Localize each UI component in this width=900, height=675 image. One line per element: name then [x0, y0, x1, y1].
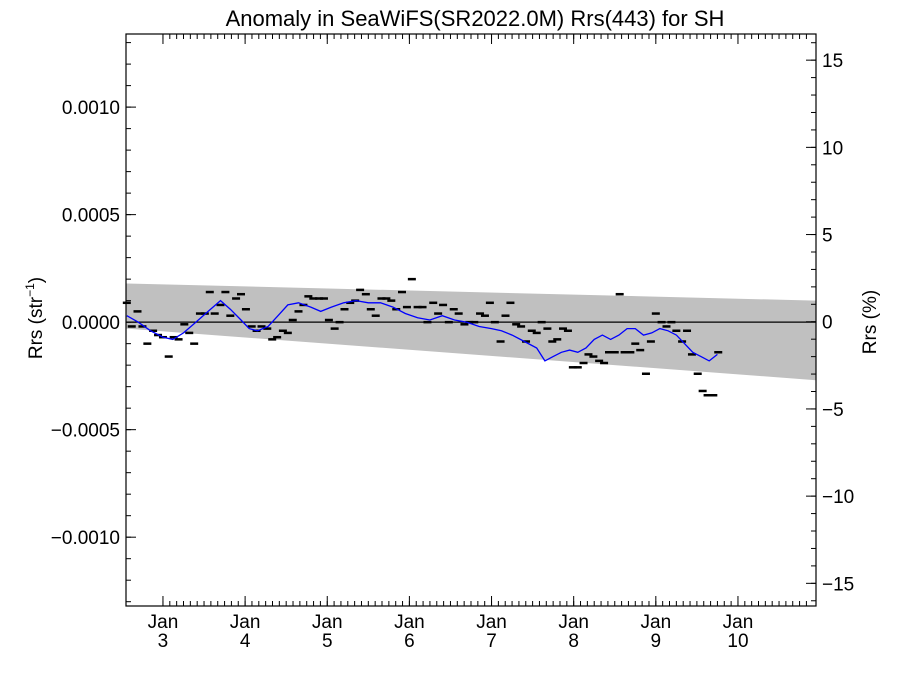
x-tick-label-month: Jan — [476, 612, 507, 633]
x-tick-label-month: Jan — [558, 612, 589, 633]
x-tick-label-year: 7 — [486, 631, 497, 652]
smoothed-line-layer — [126, 299, 718, 362]
x-tick-label-year: 3 — [158, 631, 169, 652]
y-right-tick-label: 0 — [822, 313, 833, 334]
x-tick-label-year: 9 — [651, 631, 662, 652]
y-right-tick-label: 10 — [822, 138, 843, 159]
x-tick-label-month: Jan — [723, 612, 754, 633]
y-right-tick-label: 5 — [822, 226, 833, 247]
y-left-tick-label: −0.0010 — [51, 528, 120, 549]
y-right-tick-label: −10 — [822, 487, 854, 508]
y-axis-left-title-close: ) — [26, 277, 47, 283]
y-axis-left-title-sup: −1 — [23, 283, 37, 297]
y-axis-right-title: Rrs (%) — [860, 290, 881, 354]
y-left-tick-label: −0.0005 — [51, 421, 120, 442]
x-tick-label-year: 5 — [322, 631, 333, 652]
confidence-band-layer — [126, 283, 816, 381]
x-tick-label-month: Jan — [641, 612, 672, 633]
x-tick-label-year: 6 — [404, 631, 415, 652]
x-tick-label-month: Jan — [312, 612, 343, 633]
y-left-tick-label: 0.0005 — [62, 206, 120, 227]
y-axis-left-title-main: Rrs (str — [26, 296, 47, 359]
ticks-layer — [126, 34, 816, 606]
y-left-tick-label: 0.0010 — [62, 98, 120, 119]
x-tick-label-month: Jan — [394, 612, 425, 633]
y-right-tick-label: −5 — [822, 400, 844, 421]
chart-title: Anomaly in SeaWiFS(SR2022.0M) Rrs(443) f… — [226, 6, 725, 31]
x-tick-label-year: 10 — [727, 631, 748, 652]
y-right-tick-label: 15 — [822, 51, 843, 72]
tick-labels-layer: Jan3Jan4Jan5Jan6Jan7Jan8Jan9Jan100.00100… — [51, 51, 854, 652]
y-axis-left-title: Rrs (str−1) — [23, 277, 47, 359]
monthly-points-layer — [122, 277, 723, 397]
y-right-tick-label: −15 — [822, 574, 854, 595]
y-left-tick-label: 0.0000 — [62, 313, 120, 334]
x-tick-label-month: Jan — [148, 612, 179, 633]
x-tick-label-year: 4 — [240, 631, 251, 652]
smoothed-series-line — [126, 299, 718, 362]
confidence-band — [126, 283, 816, 381]
x-tick-label-year: 8 — [568, 631, 579, 652]
x-tick-label-month: Jan — [230, 612, 261, 633]
